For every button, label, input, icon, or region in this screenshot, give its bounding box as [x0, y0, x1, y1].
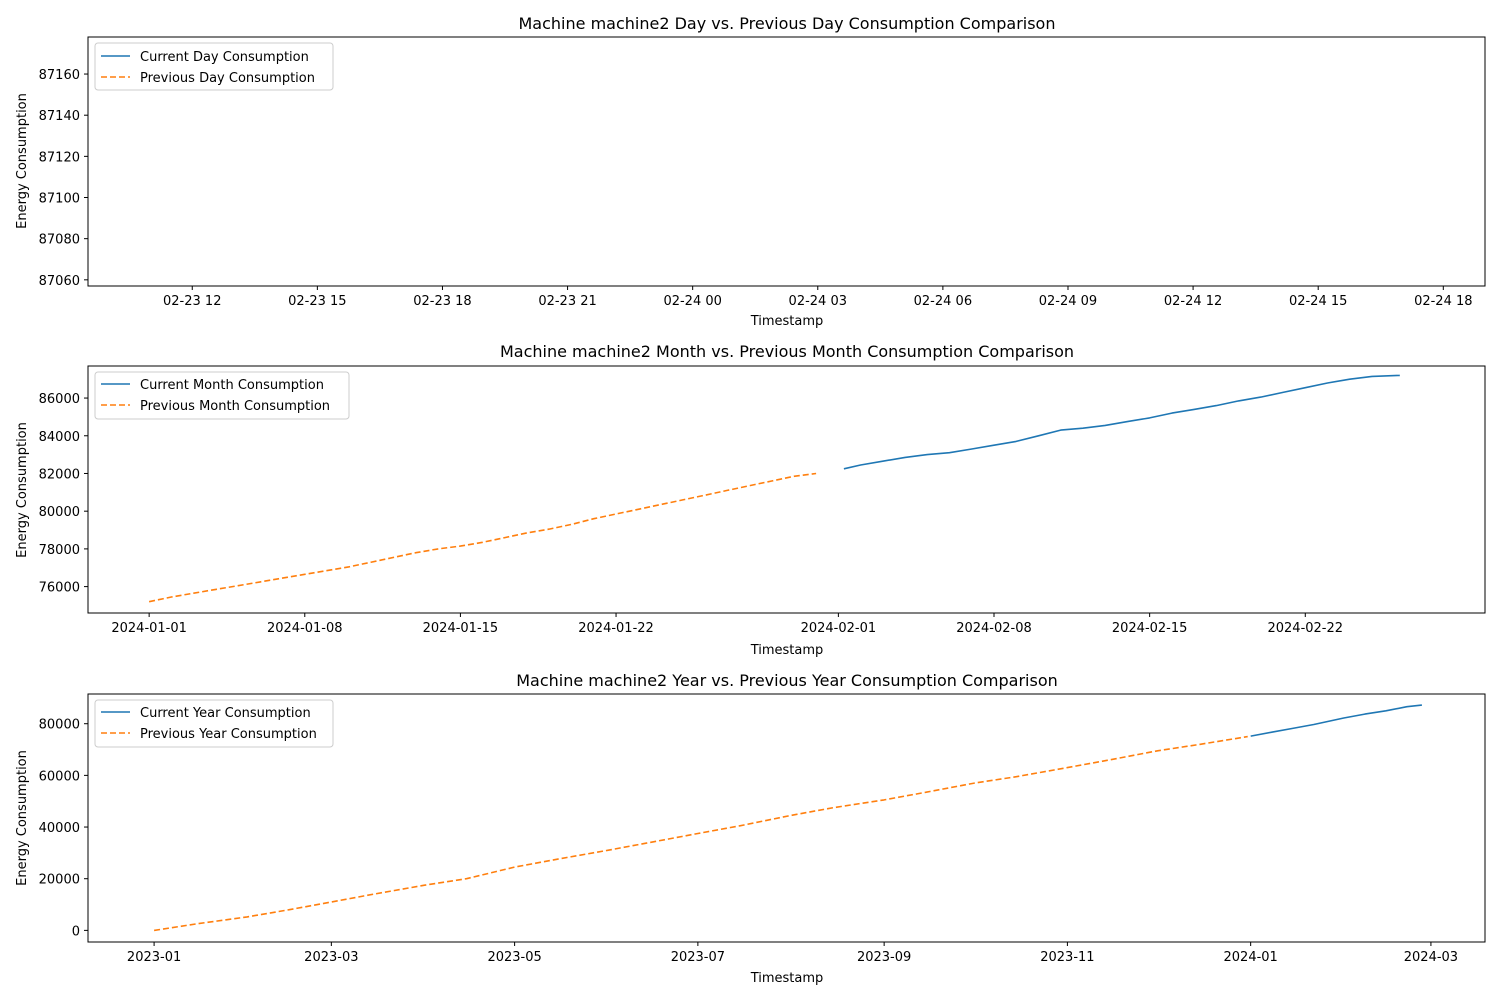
y-tick-label: 87160: [39, 68, 80, 83]
y-axis-label: Energy Consumption: [15, 750, 30, 886]
legend: Current Month Consumption Previous Month…: [94, 371, 350, 420]
y-axis-ticks: 0 20000 40000 60000 80000: [39, 718, 88, 939]
x-tick-label: 2024-01-08: [267, 621, 343, 636]
x-tick-label: 2023-11: [1040, 950, 1094, 965]
current-series-line: [843, 374, 1400, 470]
x-tick-label: 2024-02-15: [1112, 621, 1188, 636]
y-tick-label: 20000: [39, 873, 80, 888]
x-axis-label: Timestamp: [750, 314, 824, 329]
plot-area-frame: [87, 36, 1486, 287]
subplot-day: Machine machine2 Day vs. Previous Day Co…: [15, 14, 1486, 329]
x-tick-label: 02-23 18: [413, 294, 471, 309]
y-tick-label: 76000: [39, 581, 80, 596]
y-tick-label: 87060: [39, 274, 80, 289]
plot-area-frame: [87, 693, 1486, 943]
y-tick-label: 87120: [39, 150, 80, 165]
x-tick-label: 02-24 06: [914, 294, 972, 309]
subplot-year: Machine machine2 Year vs. Previous Year …: [15, 671, 1486, 986]
x-axis-label: Timestamp: [750, 643, 824, 658]
x-tick-label: 2023-07: [671, 950, 725, 965]
previous-series-line: [153, 735, 1248, 932]
legend-current-label: Current Day Consumption: [140, 50, 309, 65]
x-tick-label: 02-24 18: [1414, 294, 1472, 309]
legend: Current Year Consumption Previous Year C…: [94, 699, 334, 748]
legend-box: [94, 699, 334, 748]
legend-box: [94, 371, 350, 420]
y-tick-label: 60000: [39, 769, 80, 784]
x-tick-label: 02-23 21: [538, 294, 596, 309]
y-tick-label: 40000: [39, 821, 80, 836]
x-axis-ticks: 2023-01 2023-03 2023-05 2023-07 2023-09 2023-…: [127, 942, 1458, 965]
x-tick-label: 2023-09: [857, 950, 911, 965]
x-tick-label: 2024-01-01: [111, 621, 187, 636]
legend: Current Day Consumption Previous Day Con…: [94, 42, 334, 91]
plot-area-frame: [87, 365, 1486, 614]
legend-previous-label: Previous Year Consumption: [140, 727, 317, 742]
y-axis-label: Energy Consumption: [15, 422, 30, 558]
y-tick-label: 87080: [39, 233, 80, 248]
x-axis-label: Timestamp: [750, 971, 824, 986]
x-tick-label: 2024-01: [1224, 950, 1278, 965]
x-tick-label: 02-24 00: [663, 294, 721, 309]
y-tick-label: 0: [72, 924, 80, 939]
legend-current-label: Current Year Consumption: [140, 706, 311, 721]
x-tick-label: 2024-02-01: [801, 621, 877, 636]
legend-box: [94, 42, 334, 91]
y-tick-label: 80000: [39, 718, 80, 733]
y-tick-label: 87100: [39, 192, 80, 207]
y-axis-ticks: 76000 78000 80000 82000 84000 86000: [39, 392, 88, 596]
chart-title: Machine machine2 Day vs. Previous Day Co…: [519, 14, 1056, 33]
x-axis-ticks: 2024-01-01 2024-01-08 2024-01-15 2024-01-22…: [111, 613, 1343, 636]
plot-lines: [153, 704, 1422, 932]
y-tick-label: 80000: [39, 505, 80, 520]
y-axis-ticks: 87060 87080 87100 87120 87140 87160: [39, 68, 88, 289]
x-tick-label: 02-23 12: [163, 294, 221, 309]
chart-title: Machine machine2 Month vs. Previous Mont…: [500, 342, 1074, 361]
y-tick-label: 82000: [39, 467, 80, 482]
x-tick-label: 2024-03: [1404, 950, 1458, 965]
y-tick-label: 86000: [39, 392, 80, 407]
x-tick-label: 2023-05: [487, 950, 541, 965]
x-tick-label: 2024-01-22: [578, 621, 654, 636]
y-tick-label: 87140: [39, 109, 80, 124]
chart-title: Machine machine2 Year vs. Previous Year …: [516, 671, 1058, 690]
legend-current-label: Current Month Consumption: [140, 378, 324, 393]
previous-series-line: [148, 472, 817, 603]
subplot-month: Machine machine2 Month vs. Previous Mont…: [15, 342, 1486, 658]
x-tick-label: 2024-01-15: [423, 621, 499, 636]
x-axis-ticks: 02-23 12 02-23 15 02-23 18 02-23 21 02-24 00…: [163, 286, 1473, 309]
y-tick-label: 84000: [39, 430, 80, 445]
plot-lines: [148, 374, 1400, 603]
y-tick-label: 78000: [39, 543, 80, 558]
legend-previous-label: Previous Month Consumption: [140, 399, 330, 414]
x-tick-label: 2023-03: [304, 950, 358, 965]
x-tick-label: 02-24 03: [789, 294, 847, 309]
x-tick-label: 02-24 15: [1289, 294, 1347, 309]
x-tick-label: 02-24 12: [1164, 294, 1222, 309]
y-axis-label: Energy Consumption: [15, 93, 30, 229]
x-tick-label: 2024-02-08: [956, 621, 1032, 636]
legend-previous-label: Previous Day Consumption: [140, 71, 315, 86]
x-tick-label: 02-23 15: [288, 294, 346, 309]
x-tick-label: 2024-02-22: [1267, 621, 1343, 636]
x-tick-label: 02-24 09: [1039, 294, 1097, 309]
current-series-line: [1250, 704, 1422, 737]
x-tick-label: 2023-01: [127, 950, 181, 965]
